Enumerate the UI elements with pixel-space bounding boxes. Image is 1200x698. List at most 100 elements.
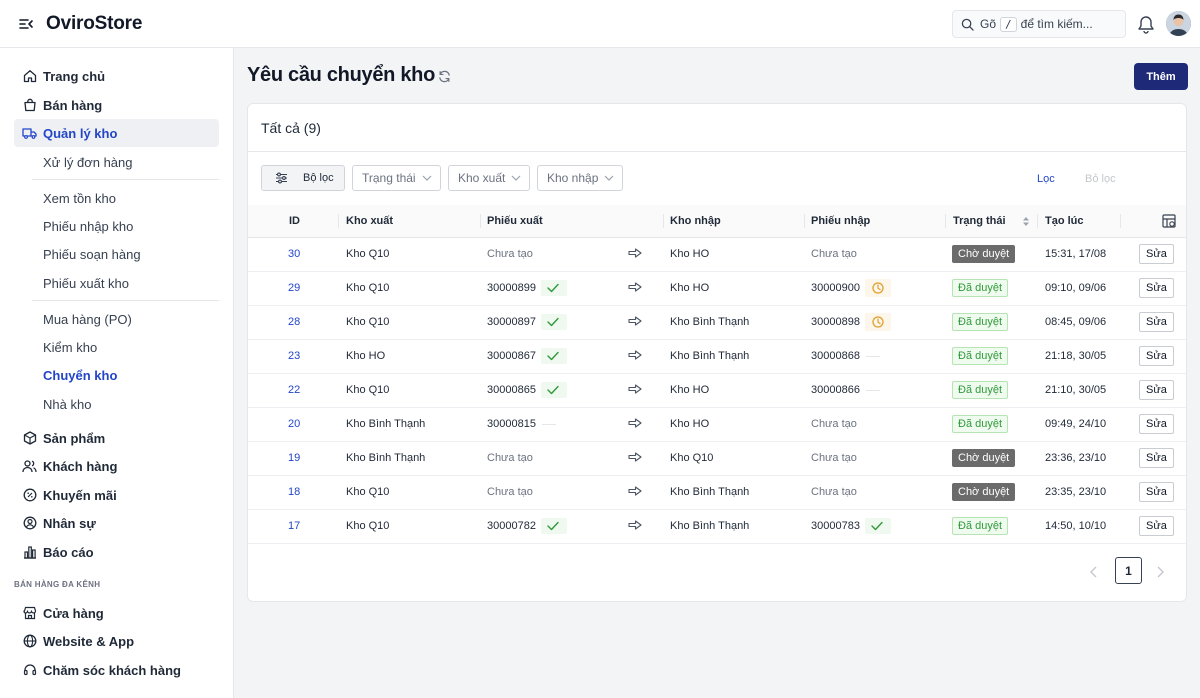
- search-shortcut-key: /: [1000, 16, 1017, 32]
- add-button[interactable]: Thêm: [1134, 63, 1188, 90]
- row-created-at: 15:31, 17/08: [1045, 248, 1107, 260]
- sidebar-sub-purchase-order[interactable]: Mua hàng (PO): [43, 312, 132, 327]
- refresh-icon[interactable]: [438, 70, 452, 84]
- avatar[interactable]: [1166, 11, 1191, 36]
- sidebar-sub-export-slip[interactable]: Phiếu xuất kho: [43, 276, 130, 291]
- col-header-status-label: Trạng thái: [953, 214, 1006, 227]
- table-row[interactable]: 22 Kho Q10 30000865 Kho HO 30000866 Đã duyệt 2…: [248, 373, 1186, 408]
- sidebar-item-home[interactable]: Trang chủ: [14, 62, 219, 90]
- source-warehouse-select[interactable]: Kho xuất: [448, 165, 530, 191]
- pagination-next-icon[interactable]: [1155, 565, 1167, 578]
- row-id-link[interactable]: 29: [288, 282, 301, 294]
- sidebar-sub-warehouses[interactable]: Nhà kho: [43, 397, 92, 412]
- row-id-link[interactable]: 23: [288, 350, 301, 362]
- user-circle-icon: [22, 516, 37, 531]
- row-created-at: 08:45, 09/06: [1045, 316, 1107, 328]
- filter-toggle-button[interactable]: Bộ lọc: [261, 165, 345, 191]
- row-id-link[interactable]: 22: [288, 384, 301, 396]
- page-title: Yêu cầu chuyển kho: [247, 64, 435, 86]
- sidebar-sub-order-processing[interactable]: Xử lý đơn hàng: [43, 155, 133, 170]
- sort-icon[interactable]: [1022, 216, 1030, 227]
- sidebar-item-customer-care[interactable]: Chăm sóc khách hàng: [14, 656, 219, 684]
- row-id-link[interactable]: 18: [288, 486, 301, 498]
- import-slip-value[interactable]: 30000866: [811, 384, 860, 396]
- sidebar-sub-transfer[interactable]: Chuyển kho: [43, 368, 118, 383]
- sidebar-item-customers[interactable]: Khách hàng: [14, 452, 219, 480]
- row-created-at: 14:50, 10/10: [1045, 520, 1107, 532]
- column-settings-icon[interactable]: [1162, 214, 1176, 228]
- row-id-link[interactable]: 19: [288, 452, 301, 464]
- tab-all[interactable]: Tất cả (9): [261, 120, 321, 136]
- table-row[interactable]: 28 Kho Q10 30000897 Kho Bình Thạnh 30000898 Đ…: [248, 305, 1186, 340]
- export-slip-value[interactable]: 30000815: [487, 418, 536, 430]
- table-row[interactable]: 19 Kho Bình Thạnh Chưa tạo Kho Q10 Chưa tạo C…: [248, 441, 1186, 476]
- export-slip-value[interactable]: 30000867: [487, 349, 536, 362]
- status-select[interactable]: Trạng thái: [352, 165, 441, 191]
- clear-filter-link[interactable]: Bỏ lọc: [1085, 173, 1116, 185]
- row-id-link[interactable]: 20: [288, 418, 301, 430]
- sidebar-item-label: Trang chủ: [43, 68, 106, 84]
- col-header-status[interactable]: Trạng thái: [946, 205, 1038, 238]
- search-input[interactable]: Gõ / để tìm kiếm...: [952, 10, 1126, 38]
- import-slip-value[interactable]: 30000783: [811, 519, 860, 532]
- row-id-link[interactable]: 17: [288, 520, 301, 532]
- edit-button[interactable]: Sửa: [1139, 414, 1174, 434]
- table-row[interactable]: 20 Kho Bình Thạnh 30000815 Kho HO Chưa tạo Đã…: [248, 407, 1186, 442]
- sidebar-item-products[interactable]: Sản phẩm: [14, 424, 219, 452]
- table-row[interactable]: 30 Kho Q10 Chưa tạo Kho HO Chưa tạo Chờ duyệt…: [248, 237, 1186, 272]
- apply-filter-link[interactable]: Lọc: [1037, 173, 1055, 185]
- row-id-link[interactable]: 30: [288, 248, 301, 260]
- import-slip-value: Chưa tạo: [811, 248, 857, 260]
- table-row[interactable]: 23 Kho HO 30000867 Kho Bình Thạnh 30000868 Đã…: [248, 339, 1186, 374]
- export-slip-value[interactable]: 30000899: [487, 281, 536, 294]
- export-slip-value[interactable]: 30000865: [487, 383, 536, 396]
- export-slip-value[interactable]: 30000897: [487, 315, 536, 328]
- edit-button[interactable]: Sửa: [1139, 244, 1174, 264]
- edit-button[interactable]: Sửa: [1139, 278, 1174, 298]
- empty-status-dash: [865, 355, 880, 357]
- sidebar-item-label: Chăm sóc khách hàng: [43, 662, 181, 678]
- pagination-page-current[interactable]: 1: [1115, 557, 1142, 584]
- sidebar-item-reports[interactable]: Báo cáo: [14, 538, 219, 566]
- status-badge: Đã duyệt: [952, 381, 1009, 399]
- collapse-sidebar-icon[interactable]: [14, 12, 38, 36]
- sidebar-item-promotions[interactable]: Khuyến mãi: [14, 481, 219, 509]
- users-icon: [22, 459, 37, 474]
- sidebar-item-label: Bán hàng: [43, 97, 103, 113]
- row-id-link[interactable]: 28: [288, 316, 301, 328]
- globe-icon: [22, 634, 37, 649]
- sidebar-item-website-app[interactable]: Website & App: [14, 627, 219, 655]
- sidebar-sub-stock[interactable]: Xem tồn kho: [43, 191, 116, 206]
- done-check-icon: [540, 382, 567, 398]
- brand-logo[interactable]: OviroStore: [46, 12, 143, 34]
- edit-button[interactable]: Sửa: [1139, 312, 1174, 332]
- row-source-warehouse: Kho Q10: [346, 248, 390, 260]
- edit-button[interactable]: Sửa: [1139, 482, 1174, 502]
- edit-button[interactable]: Sửa: [1139, 516, 1174, 536]
- arrow-right-icon: [628, 281, 642, 296]
- edit-button[interactable]: Sửa: [1139, 448, 1174, 468]
- sidebar-sub-picking-slip[interactable]: Phiếu soạn hàng: [43, 247, 141, 262]
- arrow-right-icon: [628, 485, 642, 500]
- table-row[interactable]: 17 Kho Q10 30000782 Kho Bình Thạnh 30000783 Đ…: [248, 509, 1186, 544]
- search-icon: [961, 18, 974, 31]
- sidebar-sub-import-slip[interactable]: Phiếu nhập kho: [43, 219, 134, 234]
- edit-button[interactable]: Sửa: [1139, 346, 1174, 366]
- sidebar-item-sales[interactable]: Bán hàng: [14, 91, 219, 119]
- sidebar-sub-stocktake[interactable]: Kiểm kho: [43, 340, 98, 355]
- table-row[interactable]: 18 Kho Q10 Chưa tạo Kho Bình Thạnh Chưa tạo C…: [248, 475, 1186, 510]
- sidebar: Trang chủ Bán hàng Quản lý kho Xử lý đơn…: [0, 48, 234, 698]
- sidebar-item-staff[interactable]: Nhân sự: [14, 509, 219, 537]
- import-slip-value[interactable]: 30000868: [811, 350, 860, 362]
- table-row[interactable]: 29 Kho Q10 30000899 Kho HO 30000900 Đã duyệt 0…: [248, 271, 1186, 306]
- edit-button[interactable]: Sửa: [1139, 380, 1174, 400]
- col-header-id: ID: [248, 205, 339, 238]
- import-slip-value[interactable]: 30000900: [811, 281, 860, 294]
- import-slip-value[interactable]: 30000898: [811, 315, 860, 328]
- dest-warehouse-select[interactable]: Kho nhập: [537, 165, 623, 191]
- bell-icon[interactable]: [1137, 14, 1157, 34]
- pagination-prev-icon[interactable]: [1089, 565, 1101, 578]
- sidebar-item-warehouse[interactable]: Quản lý kho: [14, 119, 219, 147]
- export-slip-value[interactable]: 30000782: [487, 519, 536, 532]
- sidebar-item-stores[interactable]: Cửa hàng: [14, 599, 219, 627]
